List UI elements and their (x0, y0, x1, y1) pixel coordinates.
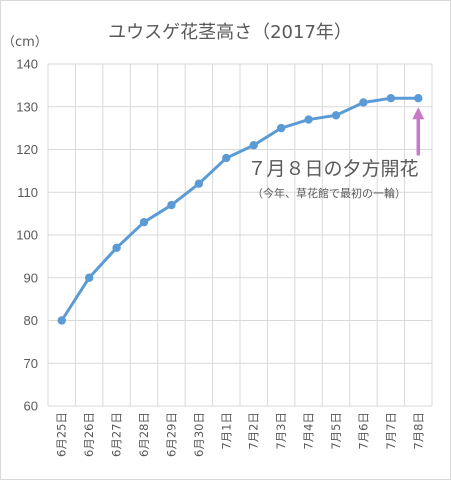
x-tick-label: 6月25日 (55, 412, 69, 457)
data-point (139, 217, 149, 227)
y-tick-label: 120 (16, 142, 38, 157)
data-point (167, 200, 176, 210)
data-point (359, 98, 368, 107)
x-tick-label: 7月1日 (219, 412, 233, 450)
x-tick-label: 6月30日 (192, 412, 206, 457)
y-tick-label: 140 (16, 57, 38, 72)
data-point (414, 94, 423, 103)
data-point (249, 141, 258, 150)
data-point (331, 111, 341, 120)
series-layer (57, 94, 423, 325)
x-tick-label: 7月2日 (247, 412, 261, 450)
y-tick-label: 100 (16, 228, 38, 243)
y-tick-label: 130 (16, 99, 38, 114)
x-tick-label: 6月27日 (110, 412, 124, 457)
series-line (60, 96, 420, 322)
x-tick-labels: 6月25日 6月26日 6月27日 6月28日 6月29日 6月30日 7月1日 7月2日 7月… (55, 412, 426, 457)
data-point (222, 153, 231, 163)
data-point (194, 179, 204, 188)
data-point (276, 123, 286, 133)
y-tick-label: 90 (24, 270, 38, 285)
x-tick-label: 6月28日 (137, 412, 151, 457)
x-tick-label: 6月29日 (164, 412, 178, 457)
y-tick-label: 70 (24, 356, 38, 371)
y-axis-unit-label: （cm） (2, 35, 48, 50)
y-tick-label: 110 (17, 185, 38, 200)
data-point (304, 115, 313, 124)
data-point (112, 243, 121, 253)
annotation-main-text: ７月８日の夕方開花 (247, 158, 418, 180)
annotation-layer: ７月８日の夕方開花 （今年、草花館で最初の一輪） (247, 107, 425, 200)
x-tick-label: 7月4日 (302, 412, 316, 450)
y-tick-label: 80 (24, 313, 38, 328)
x-tick-label: 7月8日 (411, 412, 425, 450)
annotation-sub-text: （今年、草花館で最初の一輪） (252, 186, 406, 200)
annotation-arrow-head (412, 107, 425, 120)
y-tick-labels: 60 70 80 90 100 110 120 130 140 (16, 57, 38, 414)
grid-layer (47, 63, 433, 407)
y-tick-label: 60 (24, 399, 38, 414)
x-tick-label: 7月7日 (384, 412, 398, 450)
x-tick-label: 7月3日 (274, 412, 288, 450)
x-tick-label: 6月26日 (82, 412, 96, 457)
x-tick-label: 7月6日 (356, 412, 370, 450)
data-point (57, 316, 66, 325)
data-point (386, 94, 396, 103)
chart-title: ユウスゲ花茎高さ（2017年） (108, 22, 352, 43)
x-tick-label: 7月5日 (329, 412, 343, 450)
data-point (84, 273, 94, 282)
